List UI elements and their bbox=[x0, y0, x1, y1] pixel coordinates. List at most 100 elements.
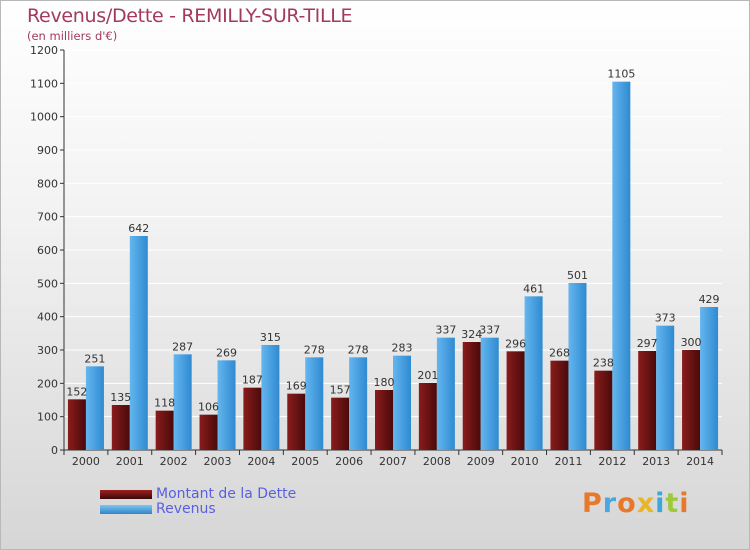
bar-dette-2002 bbox=[155, 410, 174, 450]
x-tick-label-2012: 2012 bbox=[598, 455, 626, 468]
data-label-revenus-2007: 283 bbox=[392, 342, 413, 355]
data-label-dette-2005: 169 bbox=[286, 380, 307, 393]
data-label-dette-2004: 187 bbox=[242, 374, 263, 387]
logo-letter: x bbox=[636, 488, 656, 519]
bar-dette-2004 bbox=[243, 387, 262, 450]
bar-revenus-2006 bbox=[349, 357, 368, 450]
data-label-revenus-2003: 269 bbox=[216, 346, 237, 359]
data-label-dette-2000: 152 bbox=[66, 385, 87, 398]
y-tick-label-700: 700 bbox=[37, 211, 58, 224]
x-tick-label-2011: 2011 bbox=[554, 455, 582, 468]
data-label-revenus-2005: 278 bbox=[304, 343, 325, 356]
data-label-dette-2008: 201 bbox=[417, 369, 438, 382]
bar-dette-2000 bbox=[67, 399, 86, 450]
y-tick-label-1100: 1100 bbox=[30, 77, 58, 90]
bar-dette-2001 bbox=[111, 405, 130, 450]
logo-letter: i bbox=[679, 488, 690, 519]
bar-revenus-2007 bbox=[393, 355, 411, 450]
data-label-revenus-2013: 373 bbox=[655, 312, 676, 325]
legend-label-revenus: Revenus bbox=[156, 501, 216, 517]
data-label-revenus-2009: 337 bbox=[479, 324, 500, 337]
bar-revenus-2012 bbox=[612, 81, 631, 451]
bar-dette-2005 bbox=[287, 393, 306, 450]
logo-letter: t bbox=[665, 488, 680, 519]
legend-label-dette: Montant de la Dette bbox=[156, 486, 297, 502]
bar-dette-2009 bbox=[462, 342, 481, 450]
data-label-dette-2009: 324 bbox=[461, 328, 482, 341]
data-label-dette-2012: 238 bbox=[593, 357, 614, 370]
x-tick-label-2001: 2001 bbox=[116, 455, 144, 468]
x-tick-label-2008: 2008 bbox=[423, 455, 451, 468]
data-label-revenus-2014: 429 bbox=[699, 293, 720, 306]
legend-swatch-revenus bbox=[100, 504, 152, 514]
y-tick-label-900: 900 bbox=[37, 144, 58, 157]
data-label-dette-2002: 118 bbox=[154, 397, 175, 410]
data-label-dette-2007: 180 bbox=[374, 376, 395, 389]
bar-dette-2006 bbox=[331, 397, 350, 450]
bar-dette-2011 bbox=[550, 360, 569, 450]
proxiti-logo: Proxiti bbox=[582, 488, 690, 519]
y-tick-label-1200: 1200 bbox=[30, 44, 58, 57]
data-label-dette-2013: 297 bbox=[637, 337, 658, 350]
y-tick-label-400: 400 bbox=[37, 311, 58, 324]
logo-letter: P bbox=[582, 488, 603, 519]
data-label-dette-2006: 157 bbox=[330, 384, 351, 397]
x-tick-label-2005: 2005 bbox=[291, 455, 319, 468]
bar-dette-2007 bbox=[375, 390, 393, 450]
bar-revenus-2000 bbox=[85, 366, 104, 450]
data-label-revenus-2008: 337 bbox=[435, 324, 456, 337]
legend-swatch-dette bbox=[100, 489, 152, 499]
bar-revenus-2014 bbox=[700, 307, 719, 450]
data-label-revenus-2001: 642 bbox=[128, 222, 149, 235]
x-tick-label-2007: 2007 bbox=[379, 455, 407, 468]
x-tick-label-2013: 2013 bbox=[642, 455, 670, 468]
x-tick-label-2009: 2009 bbox=[467, 455, 495, 468]
bar-revenus-2003 bbox=[217, 360, 236, 450]
data-label-dette-2011: 268 bbox=[549, 347, 570, 360]
bar-dette-2003 bbox=[199, 414, 218, 450]
bar-revenus-2008 bbox=[436, 337, 455, 450]
y-tick-label-200: 200 bbox=[37, 377, 58, 390]
x-tick-label-2000: 2000 bbox=[72, 455, 100, 468]
data-label-revenus-2004: 315 bbox=[260, 331, 281, 344]
logo-letter: o bbox=[617, 488, 637, 519]
y-tick-label-500: 500 bbox=[37, 277, 58, 290]
chart-title: Revenus/Dette - REMILLY-SUR-TILLE bbox=[27, 5, 353, 27]
legend-item-revenus: Revenus bbox=[100, 501, 216, 517]
bar-revenus-2009 bbox=[480, 337, 499, 450]
chart-subtitle: (en milliers d'€) bbox=[27, 29, 118, 43]
data-label-revenus-2010: 461 bbox=[523, 282, 544, 295]
bar-dette-2010 bbox=[506, 351, 525, 450]
x-tick-label-2010: 2010 bbox=[511, 455, 539, 468]
y-tick-label-300: 300 bbox=[37, 344, 58, 357]
bar-dette-2008 bbox=[418, 383, 437, 450]
x-tick-label-2002: 2002 bbox=[160, 455, 188, 468]
bar-revenus-2002 bbox=[173, 354, 192, 450]
x-tick-label-2004: 2004 bbox=[247, 455, 275, 468]
bar-dette-2014 bbox=[682, 350, 701, 450]
data-label-dette-2014: 300 bbox=[681, 336, 702, 349]
data-label-revenus-2002: 287 bbox=[172, 340, 193, 353]
bar-revenus-2011 bbox=[568, 283, 587, 450]
logo-letter: r bbox=[602, 488, 618, 519]
y-tick-label-600: 600 bbox=[37, 244, 58, 257]
bar-revenus-2004 bbox=[261, 345, 280, 450]
data-label-revenus-2000: 251 bbox=[84, 352, 105, 365]
y-tick-label-1000: 1000 bbox=[30, 111, 58, 124]
x-tick-label-2014: 2014 bbox=[686, 455, 714, 468]
data-label-dette-2010: 296 bbox=[505, 337, 526, 350]
data-label-revenus-2006: 278 bbox=[348, 343, 369, 356]
bar-dette-2012 bbox=[594, 370, 613, 450]
data-label-dette-2003: 106 bbox=[198, 401, 219, 414]
legend-item-dette: Montant de la Dette bbox=[100, 486, 297, 502]
y-tick-label-800: 800 bbox=[37, 177, 58, 190]
y-tick-label-0: 0 bbox=[51, 444, 58, 457]
bar-dette-2013 bbox=[638, 351, 657, 450]
x-tick-label-2006: 2006 bbox=[335, 455, 363, 468]
y-tick-label-100: 100 bbox=[37, 411, 58, 424]
x-tick-label-2003: 2003 bbox=[204, 455, 232, 468]
data-label-revenus-2011: 501 bbox=[567, 269, 588, 282]
bar-revenus-2013 bbox=[656, 325, 675, 450]
data-label-dette-2001: 135 bbox=[110, 391, 131, 404]
